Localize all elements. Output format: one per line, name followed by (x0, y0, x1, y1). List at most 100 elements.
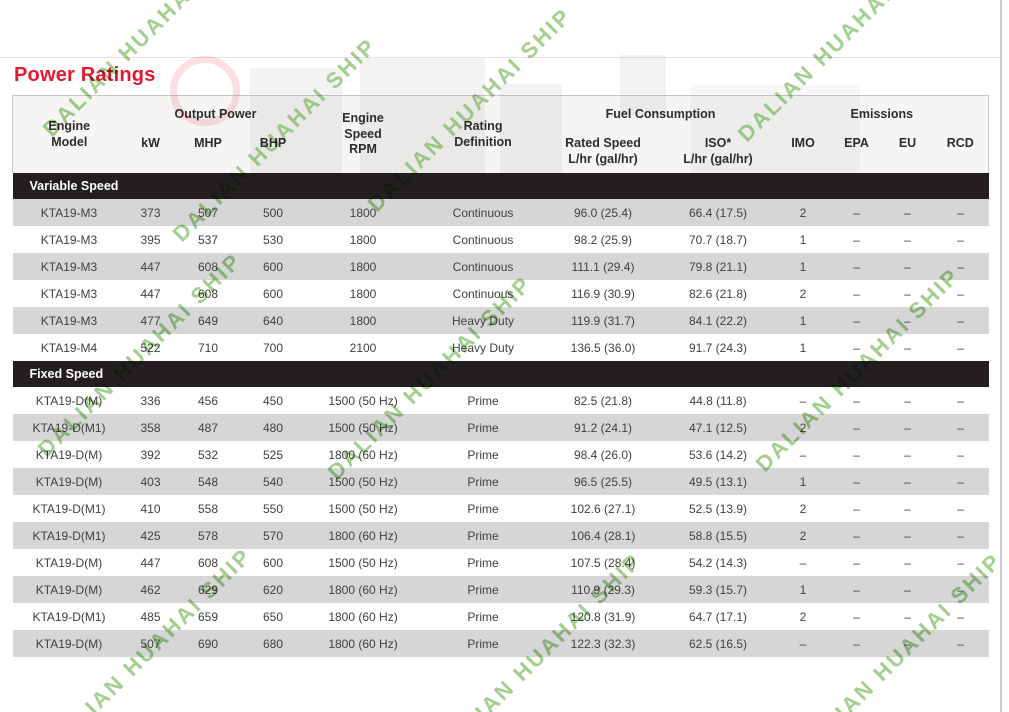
table-cell: 548 (175, 468, 241, 495)
table-row: KTA19-D(M) 403 548 540 1500 (50 Hz) Prime 96.5… (12, 468, 989, 495)
table-cell: 52.5 (13.9) (660, 495, 776, 522)
table-cell: 710 (175, 334, 241, 361)
table-cell: 410 (125, 495, 176, 522)
table-cell: 1 (775, 468, 831, 495)
table-cell: – (932, 387, 989, 414)
table-cell: 358 (125, 414, 176, 441)
table-cell: Continuous (420, 280, 546, 307)
table-row: KTA19-M4 522 710 700 2100 Heavy Duty 136.5 (36… (12, 334, 989, 361)
table-cell: – (932, 280, 989, 307)
table-cell: 558 (175, 495, 241, 522)
section-label: Variable Speed (12, 173, 989, 199)
col-header-eu: EU (882, 134, 933, 173)
col-header-rating-definition: Rating Definition (420, 95, 546, 173)
table-cell: – (932, 226, 989, 253)
power-ratings-table: Engine Model Output Power Engine Speed R… (12, 95, 990, 657)
table-cell: 116.9 (30.9) (545, 280, 661, 307)
table-cell: 1800 (305, 253, 421, 280)
col-group-fuel-consumption: Fuel Consumption (545, 95, 776, 134)
table-row: KTA19-M3 373 507 500 1800 Continuous 96.0 (25.… (12, 199, 989, 226)
table-cell: 58.8 (15.5) (660, 522, 776, 549)
table-cell: – (882, 387, 933, 414)
table-cell: KTA19-D(M1) (12, 603, 126, 630)
table-cell: KTA19-D(M) (12, 387, 126, 414)
table-row: KTA19-D(M1) 425 578 570 1800 (60 Hz) Prime 106… (12, 522, 989, 549)
table-cell: 1 (775, 576, 831, 603)
table-cell: – (882, 307, 933, 334)
table-cell: Prime (420, 549, 546, 576)
table-cell: – (932, 253, 989, 280)
table-cell: 70.7 (18.7) (660, 226, 776, 253)
table-cell: – (932, 522, 989, 549)
table-cell: 53.6 (14.2) (660, 441, 776, 468)
table-cell: – (830, 307, 883, 334)
table-cell: – (882, 522, 933, 549)
col-header-engine-model: Engine Model (12, 95, 126, 173)
table-row: KTA19-M3 447 608 600 1800 Continuous 111.1 (29… (12, 253, 989, 280)
table-cell: – (775, 549, 831, 576)
table-cell: – (932, 603, 989, 630)
page-edge-vertical-line (1000, 0, 1002, 712)
table-cell: – (882, 199, 933, 226)
table-cell: 600 (240, 549, 306, 576)
table-cell: 47.1 (12.5) (660, 414, 776, 441)
col-header-rated-speed-fuel: Rated Speed L/hr (gal/hr) (545, 134, 661, 173)
table-cell: 98.2 (25.9) (545, 226, 661, 253)
col-header-rcd: RCD (932, 134, 990, 173)
table-cell: Prime (420, 576, 546, 603)
table-cell: 2 (775, 199, 831, 226)
table-cell: – (830, 603, 883, 630)
table-cell: – (932, 199, 989, 226)
table-cell: 1800 (60 Hz) (305, 630, 421, 657)
table-cell: 500 (240, 199, 306, 226)
table-cell: KTA19-D(M1) (12, 495, 126, 522)
table-cell: – (882, 334, 933, 361)
table-cell: 1 (775, 334, 831, 361)
table-cell: Prime (420, 441, 546, 468)
table-row: KTA19-M3 447 608 600 1800 Continuous 116.9 (30… (12, 280, 989, 307)
table-cell: 392 (125, 441, 176, 468)
col-header-epa: EPA (830, 134, 883, 173)
table-cell: 537 (175, 226, 241, 253)
table-cell: KTA19-D(M1) (12, 522, 126, 549)
table-cell: 690 (175, 630, 241, 657)
table-cell: 507 (175, 199, 241, 226)
table-cell: – (882, 253, 933, 280)
table-cell: KTA19-D(M) (12, 549, 126, 576)
table-cell: KTA19-D(M) (12, 576, 126, 603)
table-cell: 59.3 (15.7) (660, 576, 776, 603)
table-cell: 629 (175, 576, 241, 603)
table-cell: 2 (775, 603, 831, 630)
table-cell: 462 (125, 576, 176, 603)
table-cell: KTA19-D(M) (12, 630, 126, 657)
table-cell: 578 (175, 522, 241, 549)
table-cell: 1500 (50 Hz) (305, 495, 421, 522)
table-cell: 485 (125, 603, 176, 630)
table-cell: 507 (125, 630, 176, 657)
table-cell: – (882, 441, 933, 468)
section-band: Fixed Speed (12, 361, 989, 387)
page-title: Power Ratings (14, 64, 156, 86)
table-cell: KTA19-M3 (12, 199, 126, 226)
table-cell: 425 (125, 522, 176, 549)
table-cell: – (830, 414, 883, 441)
table-cell: 447 (125, 280, 176, 307)
table-row: KTA19-D(M1) 410 558 550 1500 (50 Hz) Prime 102… (12, 495, 989, 522)
table-cell: 91.2 (24.1) (545, 414, 661, 441)
table-cell: 1800 (60 Hz) (305, 576, 421, 603)
table-row: KTA19-D(M1) 358 487 480 1500 (50 Hz) Prime 91.… (12, 414, 989, 441)
col-group-emissions: Emissions (775, 95, 990, 134)
table-cell: – (882, 495, 933, 522)
table-cell: – (932, 468, 989, 495)
table-cell: 2 (775, 280, 831, 307)
table-cell: 2 (775, 414, 831, 441)
table-cell: – (830, 495, 883, 522)
table-cell: Prime (420, 468, 546, 495)
table-body: Variable Speed KTA19-M3 373 507 500 1800 Conti… (12, 173, 989, 657)
table-cell: 98.4 (26.0) (545, 441, 661, 468)
table-cell: 2100 (305, 334, 421, 361)
table-cell: 2 (775, 495, 831, 522)
table-cell: 600 (240, 253, 306, 280)
table-cell: 525 (240, 441, 306, 468)
